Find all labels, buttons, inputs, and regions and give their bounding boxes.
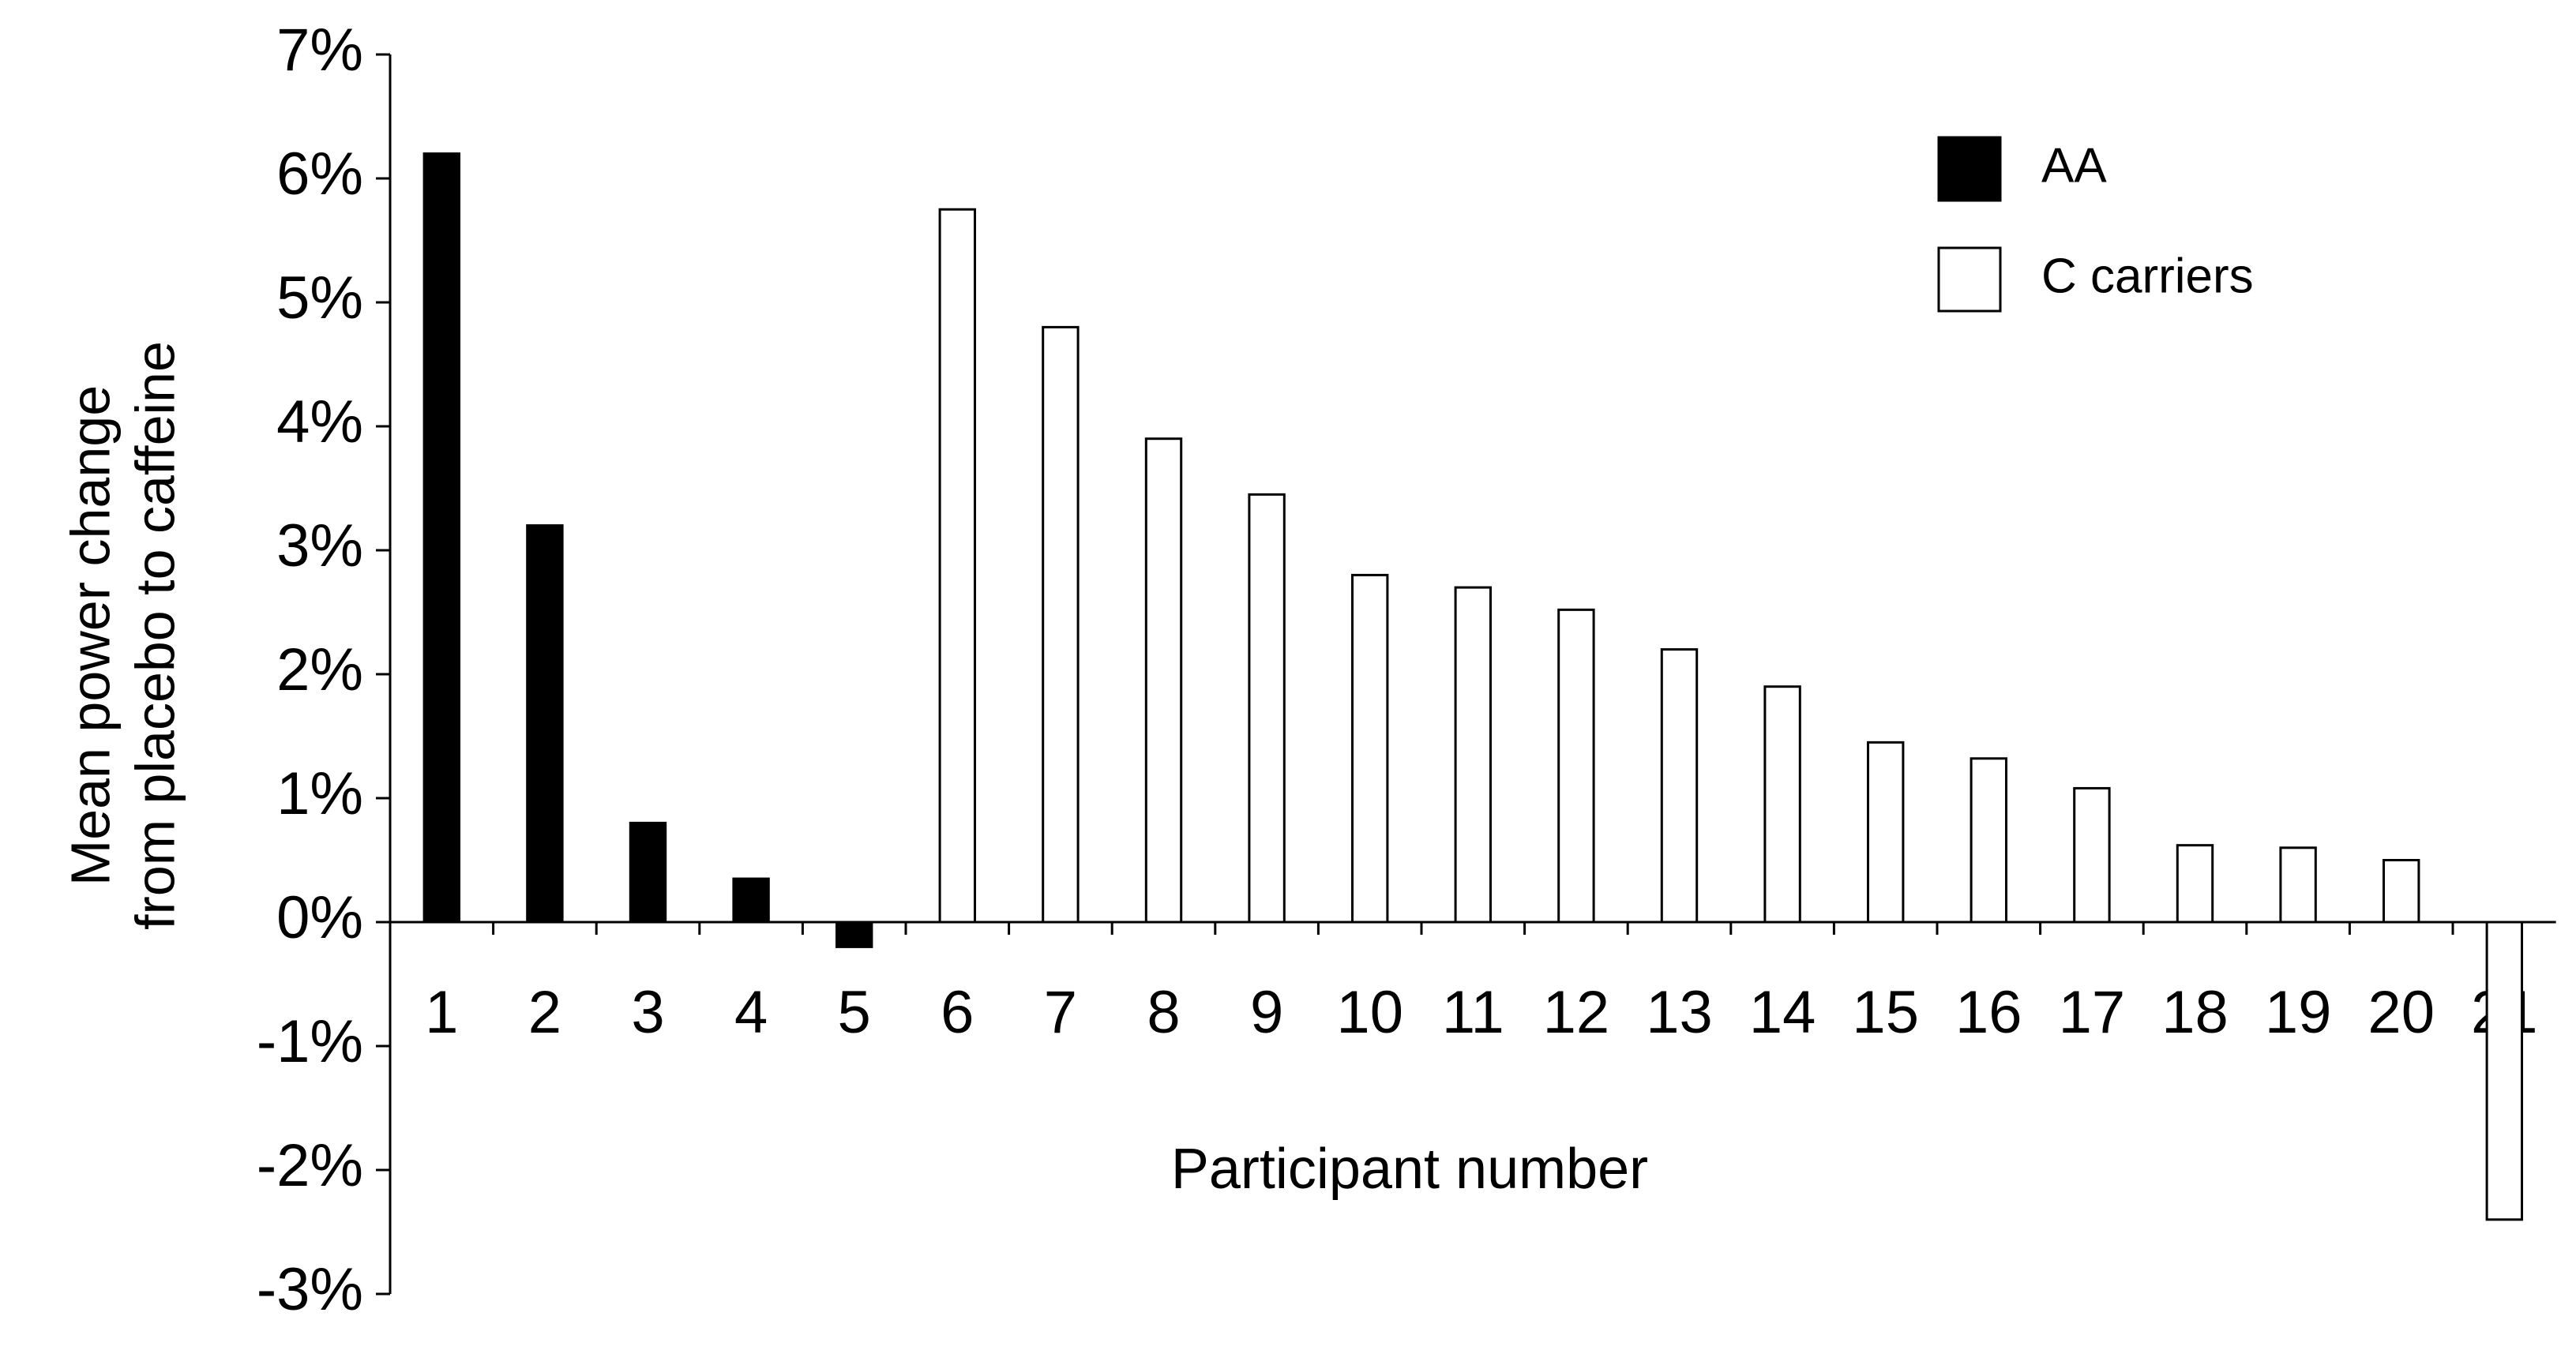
bar — [526, 524, 564, 924]
x-tick-label: 9 — [1250, 979, 1283, 1046]
x-axis-title: Participant number — [1171, 1138, 1648, 1201]
legend-label: C carriers — [2041, 249, 2254, 303]
y-tick-label: 6% — [276, 141, 363, 208]
x-tick-label: 10 — [1336, 979, 1403, 1046]
bar — [1866, 741, 1905, 924]
bar — [835, 921, 873, 948]
y-tick-label: 0% — [276, 884, 363, 951]
bar — [1454, 586, 1493, 924]
bar — [2073, 786, 2111, 924]
legend-label: AA — [2041, 138, 2107, 193]
bar — [422, 152, 461, 924]
x-tick-label: 13 — [1646, 979, 1713, 1046]
bar — [1763, 685, 1801, 924]
bar — [629, 821, 667, 924]
bar — [1557, 608, 1595, 924]
x-tick-label: 3 — [631, 979, 664, 1046]
x-tick-label: 12 — [1543, 979, 1610, 1046]
x-tick-label: 5 — [838, 979, 871, 1046]
x-tick-label: 16 — [1955, 979, 2022, 1046]
x-tick-label: 8 — [1147, 979, 1180, 1046]
x-tick-label: 4 — [734, 979, 768, 1046]
x-tick-label: 17 — [2059, 979, 2126, 1046]
x-tick-label: 1 — [425, 979, 458, 1046]
bar — [732, 877, 770, 924]
x-tick-label: 18 — [2161, 979, 2229, 1046]
y-tick-label: 3% — [276, 512, 363, 579]
x-tick-label: 11 — [1442, 979, 1504, 1046]
y-tick-label: 4% — [276, 388, 363, 456]
legend-swatch — [1937, 136, 2002, 202]
y-label-line: from placebo to caffeine — [124, 341, 186, 930]
y-tick-label: 5% — [276, 264, 363, 332]
x-tick-label: 15 — [1852, 979, 1919, 1046]
bar — [1248, 493, 1286, 924]
y-label-line: Mean power change — [59, 385, 121, 886]
x-tick-label: 7 — [1044, 979, 1077, 1046]
x-tick-label: 2 — [528, 979, 561, 1046]
y-tick-label: 1% — [276, 760, 363, 827]
bar — [1042, 325, 1080, 924]
x-tick-label: 20 — [2368, 979, 2435, 1046]
x-tick-label: 14 — [1749, 979, 1816, 1046]
bar — [1350, 573, 1389, 924]
bar — [2176, 844, 2214, 924]
bar — [1970, 757, 2008, 924]
y-axis-title: Mean power change from placebo to caffei… — [59, 341, 186, 930]
y-tick-label: -1% — [257, 1008, 363, 1075]
y-tick-label: -3% — [257, 1256, 363, 1323]
bar — [2485, 921, 2524, 1221]
x-tick-label: 6 — [941, 979, 974, 1046]
y-tick-label: -2% — [257, 1132, 363, 1199]
bar — [2279, 846, 2317, 924]
legend-swatch — [1937, 246, 2002, 313]
y-tick-label: 2% — [276, 636, 363, 703]
y-tick-label: 7% — [276, 17, 363, 84]
bar — [938, 208, 977, 924]
x-tick-label: 19 — [2265, 979, 2332, 1046]
bar — [2382, 859, 2420, 924]
bar — [1144, 437, 1183, 924]
bar — [1660, 648, 1699, 924]
